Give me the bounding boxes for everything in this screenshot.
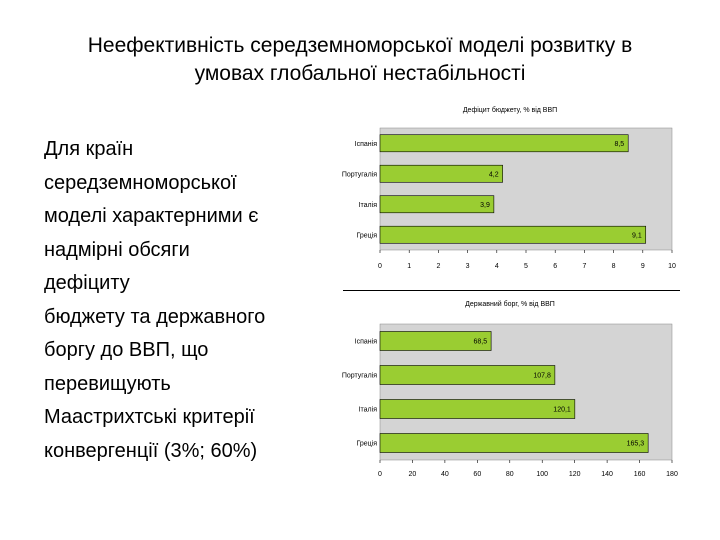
body-line: боргу до ВВП, що xyxy=(44,339,209,361)
debt-bar xyxy=(379,331,492,351)
debt-data-label: 68,5 xyxy=(473,339,487,346)
deficit-x-tick-label: 2 xyxy=(436,263,440,270)
deficit-category-label: Іспанія xyxy=(355,140,378,148)
deficit-x-tick-label: 8 xyxy=(612,263,616,270)
deficit-data-label: 9,1 xyxy=(632,232,642,239)
slide-title-line-1: Неефективність середземноморської моделі… xyxy=(87,34,633,57)
deficit-x-tick-label: 5 xyxy=(524,263,528,270)
debt-x-tick-label: 20 xyxy=(409,471,417,478)
deficit-x-tick-label: 0 xyxy=(378,263,382,270)
deficit-x-tick-label: 9 xyxy=(641,263,645,270)
body-line: надмірні обсяги xyxy=(44,238,190,261)
deficit-category-label: Італія xyxy=(359,201,378,209)
debt-data-label: 120,1 xyxy=(553,407,571,414)
debt-x-tick-label: 40 xyxy=(441,471,449,478)
debt-bar xyxy=(379,399,576,419)
debt-category-label: Греція xyxy=(356,440,377,448)
public-debt-chart: Державний борг, % від ВВП 0 20 40 60 80 100 120… xyxy=(342,300,678,478)
deficit-chart-title: Дефіцит бюджету, % від ВВП xyxy=(463,106,557,114)
debt-x-tick-label: 140 xyxy=(601,471,613,478)
budget-deficit-chart: Дефіцит бюджету, % від ВВП 0 1 2 3 4 5 6 7 8 9 10 Іс… xyxy=(342,106,676,270)
deficit-data-label: 8,5 xyxy=(614,141,624,148)
slide-title: Неефективність середземноморської моделі… xyxy=(0,32,720,88)
debt-x-tick-label: 180 xyxy=(666,471,678,478)
slide-title-line-2: умовах глобальної нестабільності xyxy=(194,62,526,85)
deficit-bar xyxy=(379,195,495,214)
debt-x-tick-label: 80 xyxy=(506,471,514,478)
debt-bar xyxy=(379,433,649,453)
deficit-x-tick-label: 1 xyxy=(407,263,411,270)
deficit-category-label: Греція xyxy=(356,231,377,239)
body-line: Для країн xyxy=(44,138,134,160)
deficit-x-tick-label: 4 xyxy=(495,263,499,270)
debt-data-label: 165,3 xyxy=(627,441,645,448)
debt-category-label: Іспанія xyxy=(355,338,378,346)
debt-chart-title: Державний борг, % від ВВП xyxy=(465,300,555,308)
body-line: конвергенції (3%; 60%) xyxy=(44,439,258,462)
body-line: середземноморської xyxy=(44,171,237,194)
deficit-data-label: 3,9 xyxy=(480,202,490,209)
body-line: дефіциту xyxy=(44,272,130,294)
body-line: моделі характерними є xyxy=(44,205,259,227)
debt-x-tick-label: 120 xyxy=(569,471,581,478)
deficit-x-tick-label: 3 xyxy=(466,263,470,270)
deficit-bar xyxy=(379,225,647,244)
deficit-category-label: Португалія xyxy=(342,170,377,178)
body-line: Маастрихтські критерії xyxy=(44,406,255,428)
debt-x-tick-label: 100 xyxy=(536,471,548,478)
debt-x-tick-label: 160 xyxy=(634,471,646,478)
debt-bar xyxy=(379,365,556,385)
debt-x-tick-label: 0 xyxy=(378,471,382,478)
debt-category-label: Португалія xyxy=(342,372,377,380)
body-text: Для країн середземноморської моделі хара… xyxy=(44,133,334,468)
deficit-x-tick-label: 6 xyxy=(553,263,557,270)
body-line: бюджету та державного xyxy=(44,305,266,328)
debt-category-label: Італія xyxy=(359,406,378,414)
deficit-bar xyxy=(379,134,629,153)
deficit-x-tick-label: 10 xyxy=(668,263,676,270)
deficit-x-tick-label: 7 xyxy=(582,263,586,270)
debt-x-tick-label: 60 xyxy=(473,471,481,478)
deficit-data-label: 4,2 xyxy=(489,171,499,178)
debt-data-label: 107,8 xyxy=(533,373,551,380)
deficit-bar xyxy=(379,164,503,183)
body-line: перевищують xyxy=(44,372,171,395)
chart-divider xyxy=(343,290,680,291)
